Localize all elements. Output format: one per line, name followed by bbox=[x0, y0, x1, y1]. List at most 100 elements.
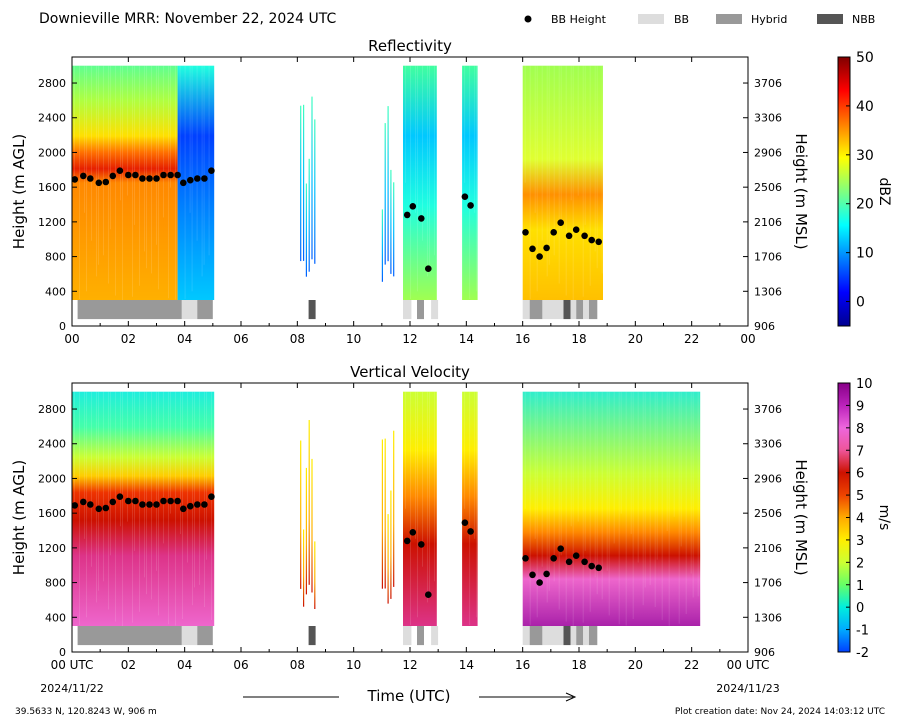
x-tick-label: 22 bbox=[684, 658, 699, 672]
bb-type-bar bbox=[529, 626, 543, 646]
echo-texture bbox=[678, 391, 680, 624]
end-date-label: 2024/11/23 bbox=[716, 682, 779, 695]
bb-height-point bbox=[95, 179, 103, 187]
bb-height-point bbox=[522, 229, 529, 236]
echo-texture bbox=[187, 391, 188, 563]
echo-texture bbox=[132, 391, 133, 623]
x-tick-label: 00 bbox=[64, 332, 79, 346]
bb-height-point bbox=[581, 558, 588, 566]
echo-texture bbox=[570, 391, 572, 527]
echo-texture bbox=[558, 391, 560, 610]
bb-type-bar bbox=[308, 300, 316, 320]
colorbar-tick-label: 0 bbox=[856, 295, 865, 311]
echo-streak bbox=[387, 514, 389, 604]
echo-texture bbox=[474, 391, 476, 539]
echo-texture bbox=[110, 65, 111, 230]
echo-streak bbox=[393, 430, 395, 587]
echo-texture bbox=[536, 65, 538, 292]
echo-texture bbox=[656, 391, 658, 560]
y-right-tick-label: 2506 bbox=[754, 507, 782, 520]
colorbar-tick-label: -2 bbox=[856, 646, 869, 661]
echo-texture bbox=[422, 65, 423, 241]
echo-streak bbox=[384, 438, 386, 589]
echo-texture bbox=[642, 391, 644, 606]
echo-region bbox=[72, 65, 178, 300]
echo-streak bbox=[308, 420, 310, 585]
echo-texture bbox=[127, 65, 128, 196]
bb-height-point bbox=[565, 232, 573, 240]
y-axis-label: Height (m AGL) bbox=[10, 134, 28, 249]
echo-texture bbox=[529, 65, 531, 299]
echo-texture bbox=[415, 391, 416, 539]
bb-height-point bbox=[174, 171, 181, 179]
echo-texture bbox=[98, 65, 99, 265]
y-tick-label: 1200 bbox=[38, 216, 66, 229]
echo-texture bbox=[134, 391, 135, 551]
bb-type-bar bbox=[570, 626, 577, 646]
y-right-tick-label: 1306 bbox=[754, 285, 782, 298]
echo-texture bbox=[692, 391, 694, 598]
bb-type-bar bbox=[529, 300, 543, 320]
x-tick-label: 14 bbox=[459, 658, 474, 672]
echo-texture bbox=[601, 391, 603, 600]
echo-texture bbox=[206, 391, 207, 560]
echo-texture bbox=[151, 65, 152, 274]
bb-height-point bbox=[543, 244, 550, 252]
echo-texture bbox=[589, 65, 591, 286]
bb-height-point bbox=[572, 226, 580, 233]
bb-height-point bbox=[565, 558, 573, 566]
echo-texture bbox=[524, 65, 526, 183]
echo-texture bbox=[476, 65, 478, 292]
echo-texture bbox=[108, 391, 109, 610]
x-tick-label: 06 bbox=[233, 658, 248, 672]
bb-height-point bbox=[174, 497, 181, 505]
bb-type-bar bbox=[576, 626, 584, 646]
bb-height-point bbox=[467, 202, 474, 209]
echo-texture bbox=[469, 65, 471, 299]
bb-height-point bbox=[403, 537, 411, 545]
echo-streak bbox=[300, 440, 302, 589]
bb-height-point bbox=[409, 203, 417, 210]
bb-height-point bbox=[87, 501, 94, 508]
echo-texture bbox=[565, 65, 567, 296]
bb-type-bar bbox=[563, 300, 571, 320]
echo-texture bbox=[668, 391, 670, 626]
echo-texture bbox=[644, 391, 646, 588]
y-right-axis-label: Height (m MSL) bbox=[792, 459, 810, 575]
legend-bb-label: BB bbox=[674, 13, 689, 26]
echo-texture bbox=[680, 391, 682, 547]
bb-height-point bbox=[595, 564, 602, 572]
echo-texture bbox=[606, 391, 608, 571]
echo-texture bbox=[690, 391, 692, 574]
bb-type-bar bbox=[197, 626, 213, 646]
y-right-tick-label: 1706 bbox=[754, 251, 782, 264]
bb-type-bar bbox=[563, 626, 571, 646]
bb-type-bar bbox=[522, 626, 530, 646]
bb-height-point bbox=[139, 501, 146, 508]
bb-height-point bbox=[425, 265, 432, 273]
y-tick-label: 1200 bbox=[38, 542, 66, 555]
x-tick-label: 10 bbox=[346, 332, 361, 346]
echo-streak bbox=[393, 182, 395, 277]
y-tick-label: 800 bbox=[45, 577, 66, 590]
echo-streak bbox=[300, 105, 302, 262]
echo-texture bbox=[534, 391, 536, 539]
y-tick-label: 800 bbox=[45, 251, 66, 264]
echo-texture bbox=[434, 391, 435, 582]
echo-texture bbox=[541, 391, 543, 567]
bb-height-point bbox=[588, 236, 595, 244]
echo-texture bbox=[189, 65, 191, 213]
echo-texture bbox=[608, 391, 610, 616]
echo-texture bbox=[685, 391, 687, 614]
echo-texture bbox=[427, 391, 428, 603]
bb-height-point bbox=[160, 497, 167, 505]
legend-bb-height-marker bbox=[524, 15, 532, 23]
echo-texture bbox=[203, 65, 205, 265]
bb-type-bar bbox=[417, 626, 424, 646]
y-right-tick-label: 1306 bbox=[754, 611, 782, 624]
echo-texture bbox=[182, 391, 183, 619]
colorbar-tick-label: 30 bbox=[856, 148, 874, 164]
bb-height-point bbox=[550, 555, 557, 562]
